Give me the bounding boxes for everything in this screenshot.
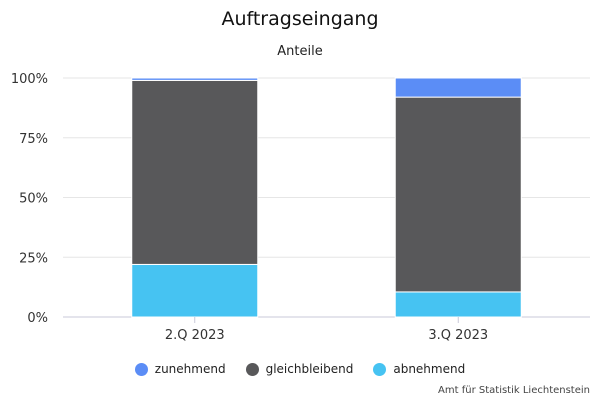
x-tick-label: 2.Q 2023 (165, 328, 225, 343)
bar-segment (131, 77, 259, 81)
chart-credit: Amt für Statistik Liechtenstein (438, 385, 590, 396)
bar-segment (394, 77, 522, 98)
y-tick-label: 100% (11, 72, 48, 87)
chart-title: Auftragseingang (221, 8, 379, 30)
y-tick-label: 75% (19, 132, 48, 147)
chart-legend: zunehmend gleichbleibend abnehmend (0, 362, 600, 376)
legend-swatch-gleichbleibend (245, 362, 259, 376)
x-tick-label: 3.Q 2023 (428, 328, 488, 343)
legend-item-zunehmend[interactable]: zunehmend (134, 362, 226, 376)
legend-swatch-abnehmend (373, 362, 387, 376)
y-tick-label: 50% (19, 192, 48, 207)
bar-segment (131, 263, 259, 318)
legend-label-zunehmend: zunehmend (154, 362, 226, 376)
y-tick-label: 0% (27, 311, 48, 326)
legend-item-gleichbleibend[interactable]: gleichbleibend (245, 362, 354, 376)
legend-item-abnehmend[interactable]: abnehmend (373, 362, 465, 376)
bar-segment (394, 96, 522, 293)
legend-swatch-zunehmend (134, 362, 148, 376)
legend-label-gleichbleibend: gleichbleibend (265, 362, 354, 376)
bar-segment (394, 291, 522, 318)
chart-subtitle: Anteile (277, 44, 323, 59)
y-tick-label: 25% (19, 251, 48, 266)
legend-label-abnehmend: abnehmend (393, 362, 466, 376)
bar-segment (131, 79, 259, 265)
